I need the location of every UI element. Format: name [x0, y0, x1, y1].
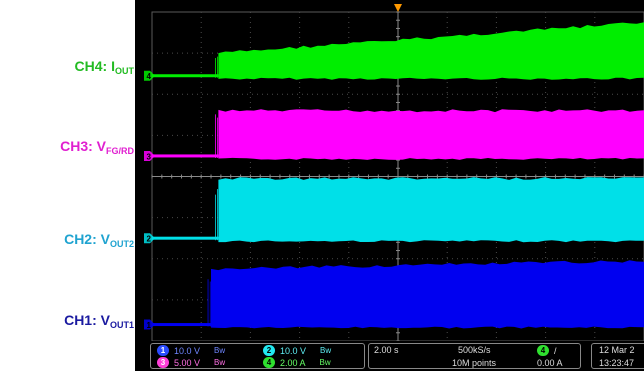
trace-ch4-baseline: [152, 74, 219, 78]
ch3-bw: Bw: [214, 358, 226, 367]
date-time-box: [591, 343, 644, 369]
ch1-label: CH1: VOUT1: [64, 313, 134, 330]
channel-settings-box[interactable]: [150, 343, 365, 369]
ch1-label-sub: OUT1: [109, 320, 134, 330]
ch1-label-main: CH1: V: [64, 312, 110, 328]
trace-ch3: [152, 109, 644, 160]
ch4-label-main: CH4: I: [74, 58, 115, 74]
ch4-ground-marker: 4: [144, 70, 155, 81]
sample-rate: 500kS/s: [458, 345, 491, 355]
trigger-level: 0.00 A: [537, 358, 563, 368]
trace-ch1-envelope: [211, 260, 644, 329]
trace-ch1: [152, 260, 644, 329]
trigger-position-marker: [394, 4, 402, 12]
ch2-label-sub: OUT2: [109, 239, 134, 249]
ch1-ground-marker: 1: [144, 319, 155, 330]
ch3-badge: 3: [157, 357, 169, 368]
ch1-bw: Bw: [214, 346, 226, 355]
traces: [152, 22, 644, 329]
ch2-scale: 10.0 V: [280, 345, 307, 356]
status-bar: 1 10.0 V Bw 3 5.00 V Bw 2 10.0 V Bw 4 2.…: [135, 341, 644, 371]
trace-ch2-envelope: [218, 177, 644, 243]
scope-plot: 4 3 2 1: [144, 4, 644, 341]
ch2-ground-marker: 2: [144, 233, 155, 244]
time: 13:23:47: [599, 358, 635, 368]
ch4-marker-label: 4: [147, 72, 152, 81]
ch2-setting[interactable]: 2 10.0 V Bw: [263, 345, 331, 356]
trigger-setting[interactable]: 4 /: [537, 345, 557, 356]
ch2-label: CH2: VOUT2: [64, 232, 134, 249]
ch1-marker-label: 1: [147, 321, 152, 330]
date: 12 Mar 2: [599, 345, 635, 355]
ch4-label-sub: OUT: [115, 66, 134, 76]
ch4-setting[interactable]: 4 2.00 A Bw: [263, 357, 331, 368]
trace-ch2-baseline: [152, 236, 219, 240]
scope-display: 4 3 2 1: [135, 0, 644, 371]
trace-ch4-envelope: [218, 22, 644, 80]
ch4-scale: 2.00 A: [280, 357, 306, 368]
ch1-badge: 1: [157, 345, 169, 356]
channel-markers: 4 3 2 1: [144, 70, 155, 330]
ch3-label: CH3: VFG/RD: [60, 139, 134, 156]
ch2-marker-label: 2: [147, 235, 152, 244]
ch4-badge: 4: [263, 357, 275, 368]
trigger-slope-icon: /: [554, 345, 557, 356]
trace-ch1-baseline: [152, 323, 212, 327]
ch3-setting[interactable]: 3 5.00 V Bw: [157, 357, 225, 368]
timebase: 2.00 s: [374, 345, 399, 355]
trace-ch4: [152, 22, 644, 80]
ch3-ground-marker: 3: [144, 150, 155, 161]
trace-ch2: [152, 177, 644, 243]
ch2-badge: 2: [263, 345, 275, 356]
ch4-bw: Bw: [319, 358, 331, 367]
trace-ch3-baseline: [152, 154, 219, 158]
ch2-label-main: CH2: V: [64, 231, 110, 247]
ch4-label: CH4: IOUT: [75, 59, 134, 76]
ch1-scale: 10.0 V: [174, 345, 201, 356]
ch1-setting[interactable]: 1 10.0 V Bw: [157, 345, 225, 356]
trigger-channel-badge: 4: [537, 345, 549, 356]
trace-ch3-envelope: [218, 109, 644, 160]
ch3-scale: 5.00 V: [174, 357, 201, 368]
record-length: 10M points: [452, 358, 497, 368]
ch3-label-sub: FG/RD: [106, 146, 134, 156]
ch2-bw: Bw: [320, 346, 332, 355]
ch3-marker-label: 3: [147, 152, 152, 161]
ch3-label-main: CH3: V: [60, 138, 106, 154]
acquisition-box[interactable]: [368, 343, 581, 369]
